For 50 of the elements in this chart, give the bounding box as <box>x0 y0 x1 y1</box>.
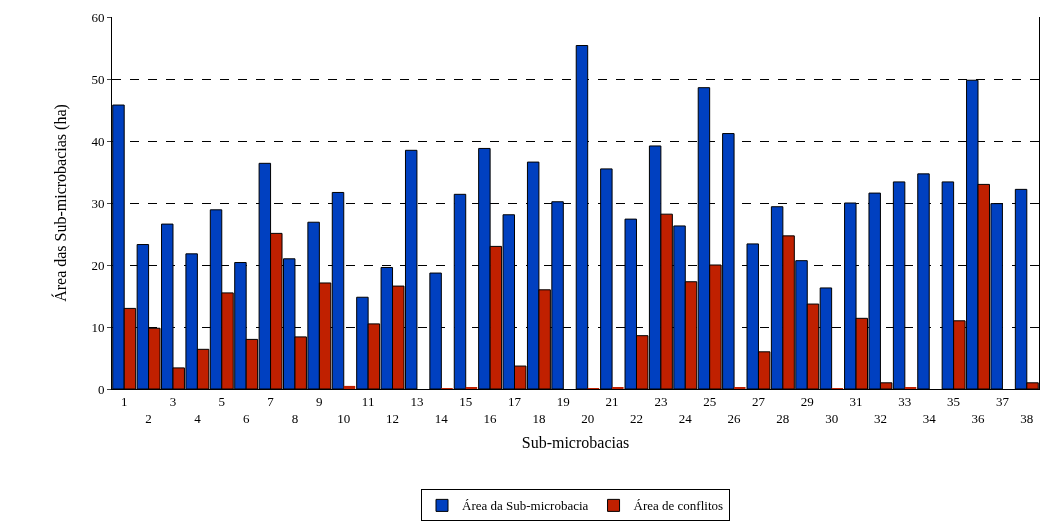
y-tick-label: 20 <box>91 257 105 273</box>
y-tick-label: 10 <box>91 319 105 335</box>
x-tick-label: 21 <box>605 393 619 409</box>
x-tick-label: 12 <box>386 410 400 426</box>
x-tick-label: 38 <box>1020 410 1034 426</box>
x-tick-label: 30 <box>825 410 839 426</box>
y-axis-title: Área das Sub-microbacias (ha) <box>51 104 71 302</box>
x-tick-label: 16 <box>483 410 498 426</box>
x-tick-label: 4 <box>194 410 202 426</box>
x-tick-label: 26 <box>727 410 742 426</box>
bar <box>343 385 356 389</box>
x-tick-label: 25 <box>703 393 717 409</box>
x-tick-label: 15 <box>459 393 473 409</box>
x-tick-label: 23 <box>654 393 668 409</box>
x-tick-label: 34 <box>922 410 937 426</box>
y-tick-label: 40 <box>91 133 105 149</box>
x-tick-label: 6 <box>242 410 250 426</box>
x-tick-label: 24 <box>678 410 693 426</box>
x-tick-label: 22 <box>629 410 643 426</box>
x-tick-label: 2 <box>145 410 152 426</box>
x-tick-label: 19 <box>556 393 570 409</box>
x-tick-label: 27 <box>751 393 766 409</box>
x-tick-label: 18 <box>532 410 546 426</box>
x-tick-label: 17 <box>508 393 522 409</box>
y-tick-label: 30 <box>91 195 105 211</box>
x-tick-label: 9 <box>316 393 323 409</box>
x-tick-label: 36 <box>971 410 986 426</box>
y-tick-label: 0 <box>97 381 105 397</box>
x-tick-label: 28 <box>776 410 790 426</box>
x-tick-label: 1 <box>120 393 128 409</box>
x-tick-label: 5 <box>218 393 226 409</box>
x-tick-label: 14 <box>434 410 449 426</box>
x-tick-label: 11 <box>361 393 375 409</box>
x-tick-label: 29 <box>800 393 814 409</box>
x-tick-label: 37 <box>995 393 1010 409</box>
x-tick-label: 10 <box>337 410 351 426</box>
x-tick-label: 20 <box>581 410 595 426</box>
legend-label: Área de conflitos <box>633 498 724 514</box>
x-axis-title: Sub-microbacias <box>521 434 630 452</box>
x-tick-label: 8 <box>291 410 299 426</box>
x-tick-label: 32 <box>873 410 887 426</box>
x-tick-label: 35 <box>947 393 961 409</box>
x-tick-label: 13 <box>410 393 424 409</box>
x-tick-label: 7 <box>267 393 275 409</box>
legend-label: Área da Sub-microbacia <box>462 498 589 514</box>
x-tick-label: 33 <box>898 393 912 409</box>
y-tick-label: 50 <box>91 71 105 87</box>
y-tick-label: 60 <box>91 9 105 25</box>
x-tick-label: 3 <box>169 393 177 409</box>
x-tick-label: 31 <box>849 393 863 409</box>
